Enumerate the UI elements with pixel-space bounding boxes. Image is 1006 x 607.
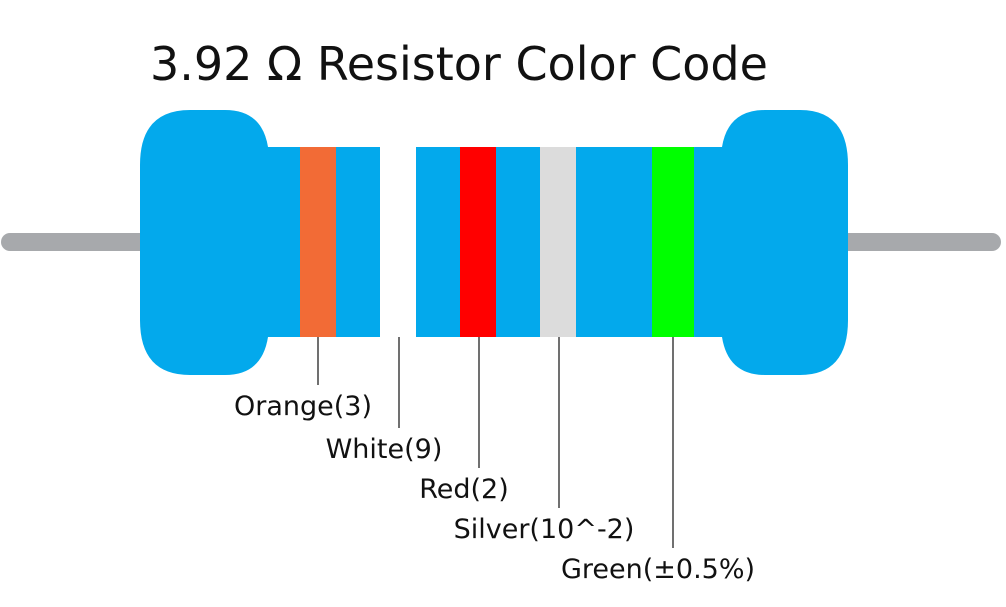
band-label: Silver(10^-2) xyxy=(454,514,635,545)
band-label: Red(2) xyxy=(419,474,509,505)
color-band xyxy=(300,147,336,337)
band-label: Green(±0.5%) xyxy=(561,554,755,585)
end-cap-right xyxy=(722,110,848,375)
end-cap-left xyxy=(140,110,268,375)
title: 3.92 Ω Resistor Color Code xyxy=(150,37,768,91)
color-band xyxy=(380,147,416,337)
color-band xyxy=(540,147,576,337)
color-band xyxy=(652,147,694,337)
band-label: White(9) xyxy=(326,434,443,465)
color-band xyxy=(460,147,496,337)
bands: Orange(3) White(9) Red(2) Silver(10^-2) Gree… xyxy=(234,147,755,585)
band-label: Orange(3) xyxy=(234,391,372,422)
